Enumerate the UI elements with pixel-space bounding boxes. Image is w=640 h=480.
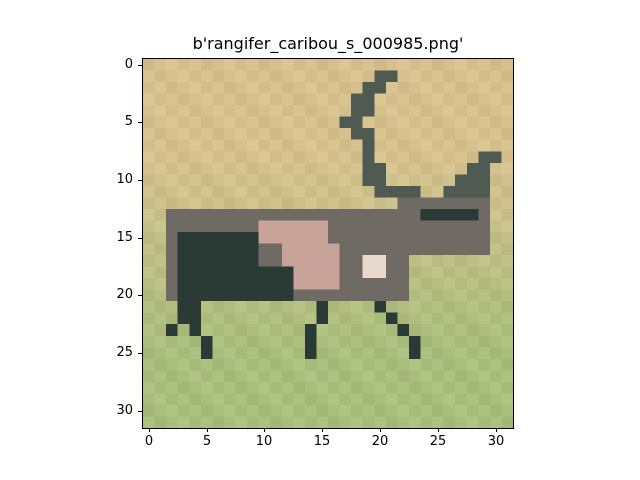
x-tick-label: 0 [144,434,154,449]
y-tick-label: 30 [116,403,133,418]
x-tick-mark [149,428,150,432]
x-tick-mark [264,428,265,432]
y-tick-label: 5 [124,114,133,129]
y-tick-mark [138,180,142,181]
x-tick-mark [438,428,439,432]
plot-title: b'rangifer_caribou_s_000985.png' [192,34,464,53]
y-tick-label: 15 [116,230,133,245]
x-tick-mark [380,428,381,432]
y-tick-mark [138,122,142,123]
y-tick-mark [138,238,142,239]
x-tick-label: 10 [255,434,273,449]
x-tick-mark [322,428,323,432]
x-tick-label: 5 [202,434,212,449]
x-tick-mark [496,428,497,432]
x-tick-label: 20 [371,434,389,449]
y-tick-label: 25 [116,345,133,360]
y-tick-mark [138,295,142,296]
y-tick-label: 20 [116,287,133,302]
caribou-pixel-image [143,59,513,428]
y-tick-mark [138,65,142,66]
y-tick-mark [138,411,142,412]
image-axes [142,58,514,429]
x-tick-label: 15 [313,434,331,449]
y-tick-label: 0 [124,57,133,72]
x-tick-mark [207,428,208,432]
x-tick-label: 30 [487,434,505,449]
y-tick-label: 10 [116,172,133,187]
x-tick-label: 25 [429,434,447,449]
y-tick-mark [138,353,142,354]
